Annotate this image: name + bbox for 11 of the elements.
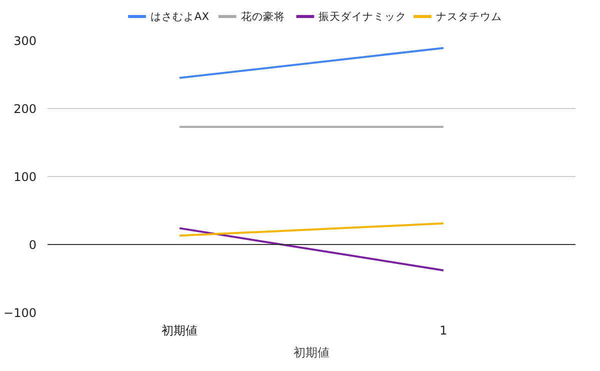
- x-tick-label: 1: [440, 324, 448, 338]
- legend-label: 振天ダイナミック: [318, 10, 407, 23]
- legend-label: 花の豪将: [240, 10, 285, 23]
- y-tick-label: 300: [14, 34, 36, 48]
- x-axis-title: 初期値: [294, 346, 330, 360]
- y-tick-label: 200: [14, 102, 36, 116]
- legend-label: ナスタチウム: [436, 10, 502, 23]
- y-tick-label: 100: [14, 170, 36, 184]
- y-tick-label: 0: [28, 238, 37, 252]
- legend-label: はさむよAX: [150, 10, 210, 23]
- y-tick-label: −100: [4, 306, 37, 320]
